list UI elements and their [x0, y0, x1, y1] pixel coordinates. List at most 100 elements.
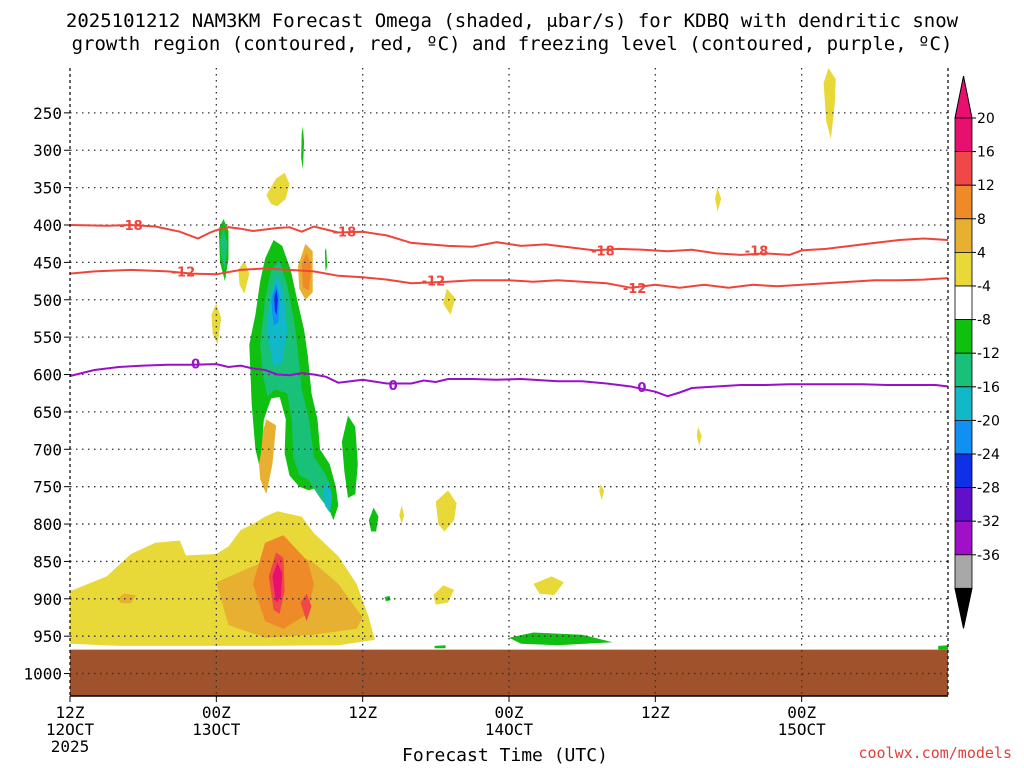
x-tick-label: 00Z — [787, 703, 816, 722]
omega-region — [599, 484, 605, 501]
x-tick-label: 12Z — [348, 703, 377, 722]
x-tick-label: 00Z — [495, 703, 524, 722]
colorbar-bin — [954, 419, 973, 455]
omega-region — [323, 480, 333, 513]
colorbar-label: -4 — [977, 279, 991, 295]
colorbar-label: 12 — [977, 178, 995, 194]
omega-region — [220, 228, 228, 270]
colorbar-bin — [954, 554, 973, 589]
grid-layer — [70, 68, 948, 696]
y-tick-label: 450 — [33, 253, 62, 272]
freezing-level-label: 0 — [191, 357, 200, 372]
isotherm-minus12-label: -12 — [172, 265, 196, 280]
x-tick-label: 13OCT — [192, 720, 241, 739]
omega-shading-layer — [70, 68, 948, 650]
omega-region — [433, 585, 455, 605]
omega-region — [533, 576, 564, 596]
colorbar-bin — [954, 520, 973, 556]
colorbar-bin — [954, 151, 973, 186]
colorbar-bin — [954, 251, 973, 287]
colorbar-label: -24 — [977, 447, 1000, 463]
colorbar-label: -16 — [977, 380, 1000, 396]
omega-region — [117, 593, 136, 604]
isotherm-minus18-label: -18 — [745, 244, 769, 259]
colorbar-bin — [954, 218, 973, 253]
x-axis-label: Forecast Time (UTC) — [402, 745, 608, 766]
x-tick-label: 12OCT — [46, 720, 95, 739]
omega-region — [341, 415, 358, 498]
isotherm-minus18-label: -18 — [119, 219, 143, 234]
isotherm-minus12-label: -12 — [623, 282, 647, 297]
y-tick-label: 350 — [33, 179, 62, 198]
contour-layer: -18 -18 -18 -18 -12 -12 -12 0 0 0 — [69, 219, 949, 398]
colorbar-bin — [954, 453, 973, 488]
colorbar-top-arrow — [954, 75, 973, 119]
colorbar-label: 20 — [977, 111, 995, 127]
omega-region — [300, 593, 312, 622]
x-tick-label: 14OCT — [485, 720, 534, 739]
omega-region — [443, 288, 456, 315]
chart-title-line-2: growth region (contoured, red, ºC) and f… — [71, 33, 953, 55]
omega-region — [384, 595, 391, 602]
colorbar-label: 16 — [977, 145, 995, 161]
omega-region — [272, 562, 283, 603]
omega-region — [823, 68, 836, 139]
colorbar-label: 8 — [977, 212, 986, 228]
colorbar: 20 16 12 8 4 -4 -8 -12 -16 -20 -24 -28 -32 -36 — [954, 75, 1000, 629]
colorbar-bin — [954, 117, 973, 152]
omega-region — [274, 289, 278, 315]
omega-region — [238, 260, 250, 294]
x-tick-label: 12Z — [56, 703, 85, 722]
colorbar-bin — [954, 352, 973, 388]
y-tick-label: 850 — [33, 552, 62, 571]
colorbar-bin — [954, 386, 973, 421]
isotherm-minus12-label: -12 — [422, 274, 446, 289]
x-tick-label: 15OCT — [778, 720, 827, 739]
y-tick-label: 550 — [33, 328, 62, 347]
omega-region — [509, 632, 613, 646]
y-tick-label: 400 — [33, 216, 62, 235]
y-axis-ticks: 250 300 350 400 450 500 550 600 650 700 750 800 850 9… — [23, 104, 70, 684]
isotherm-minus12-line — [69, 267, 949, 289]
omega-region — [301, 126, 305, 169]
omega-region — [696, 426, 702, 446]
omega-region — [211, 303, 222, 345]
chart-title-line-1: 2025101212 NAM3KM Forecast Omega (shaded… — [65, 10, 959, 32]
colorbar-bin — [954, 487, 973, 522]
y-tick-label: 750 — [33, 478, 62, 497]
colorbar-label: -8 — [977, 313, 991, 329]
y-tick-label: 650 — [33, 403, 62, 422]
colorbar-bin — [954, 285, 973, 320]
omega-region — [435, 490, 457, 532]
y-tick-label: 600 — [33, 366, 62, 385]
omega-region — [266, 172, 290, 207]
y-tick-label: 250 — [33, 104, 62, 123]
y-tick-label: 900 — [33, 590, 62, 609]
omega-region — [368, 507, 379, 532]
colorbar-bin — [954, 184, 973, 220]
y-tick-label: 1000 — [23, 665, 62, 684]
colorbar-label: -20 — [977, 413, 1000, 429]
y-tick-label: 950 — [33, 627, 62, 646]
isotherm-minus18-label: -18 — [333, 226, 357, 241]
omega-region — [715, 187, 722, 212]
colorbar-label: -28 — [977, 481, 1000, 497]
colorbar-label: 4 — [977, 245, 986, 261]
colorbar-label: -12 — [977, 346, 1000, 362]
x-tick-label: 2025 — [51, 737, 90, 756]
credit-link[interactable]: coolwx.com/models — [858, 744, 1012, 762]
freezing-level-label: 0 — [637, 381, 646, 396]
freezing-level-line — [69, 363, 949, 398]
omega-region — [399, 505, 405, 524]
y-tick-label: 700 — [33, 440, 62, 459]
x-tick-label: 00Z — [202, 703, 231, 722]
colorbar-label: -36 — [977, 548, 1000, 564]
isotherm-minus18-label: -18 — [591, 244, 615, 259]
y-tick-label: 500 — [33, 291, 62, 310]
y-tick-label: 800 — [33, 515, 62, 534]
freezing-level-label: 0 — [389, 379, 398, 394]
colorbar-bottom-arrow — [954, 587, 973, 629]
x-tick-label: 12Z — [641, 703, 670, 722]
